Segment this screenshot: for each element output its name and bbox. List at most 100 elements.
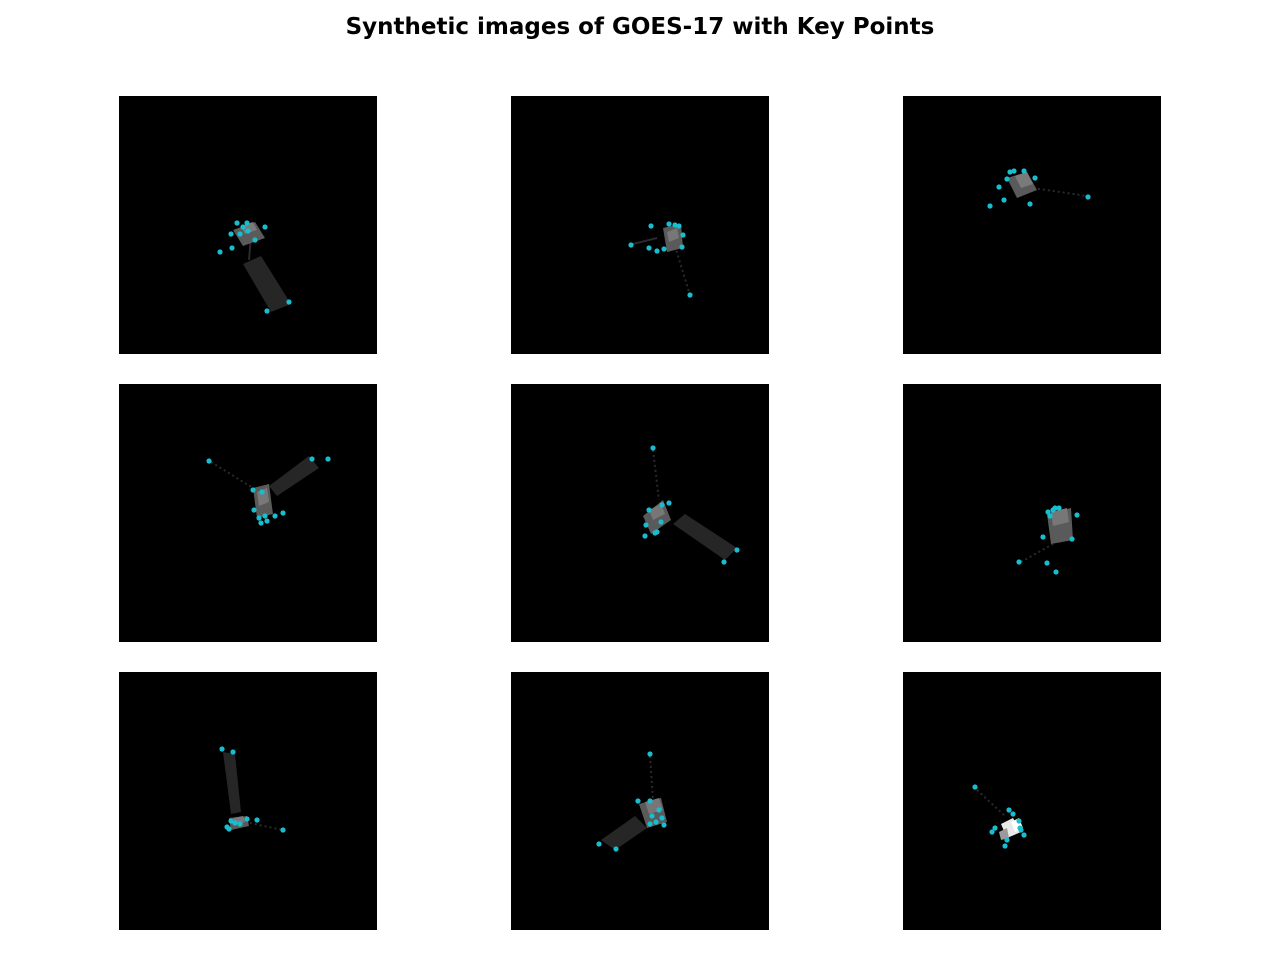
keypoint: [206, 458, 211, 463]
keypoint: [653, 819, 658, 824]
keypoint: [228, 231, 233, 236]
satellite-5: [643, 450, 737, 560]
keypoint: [1004, 176, 1009, 181]
keypoint: [240, 224, 245, 229]
keypoint: [987, 203, 992, 208]
keypoint: [262, 224, 267, 229]
keypoint: [1032, 175, 1037, 180]
keypoint: [972, 784, 977, 789]
keypoint: [252, 237, 257, 242]
keypoint: [325, 456, 330, 461]
keypoint: [661, 246, 666, 251]
synthetic-image-8: [511, 672, 769, 930]
synthetic-image-3: [903, 96, 1161, 354]
keypoint: [613, 846, 618, 851]
keypoint: [1016, 818, 1021, 823]
keypoint: [254, 817, 259, 822]
keypoint: [642, 533, 647, 538]
keypoint: [654, 248, 659, 253]
keypoint: [596, 841, 601, 846]
keypoint: [1016, 559, 1021, 564]
synthetic-image-7: [119, 672, 377, 930]
keypoint: [237, 821, 242, 826]
keypoint: [280, 827, 285, 832]
keypoint: [646, 507, 651, 512]
keypoint: [734, 547, 739, 552]
keypoint: [234, 220, 239, 225]
keypoint: [1056, 505, 1061, 510]
keypoint: [264, 308, 269, 313]
keypoint: [256, 515, 261, 520]
keypoint: [680, 232, 685, 237]
keypoint: [217, 249, 222, 254]
keypoint: [647, 751, 652, 756]
keypoint: [647, 821, 652, 826]
keypoint: [1002, 843, 1007, 848]
keypoint: [1085, 194, 1090, 199]
keypoint: [659, 815, 664, 820]
keypoints-2: [628, 221, 692, 297]
keypoint: [646, 245, 651, 250]
keypoint: [1074, 512, 1079, 517]
synthetic-image-1: [119, 96, 377, 354]
keypoint: [1027, 201, 1032, 206]
keypoint: [687, 292, 692, 297]
keypoint: [229, 245, 234, 250]
keypoint: [721, 559, 726, 564]
keypoint: [1004, 837, 1009, 842]
keypoint: [643, 522, 648, 527]
satellite-9: [977, 790, 1023, 840]
keypoint: [1040, 534, 1045, 539]
keypoint: [245, 228, 250, 233]
satellite-3: [1007, 172, 1087, 198]
satellite-8: [601, 756, 667, 850]
keypoint: [258, 520, 263, 525]
figure-title: Synthetic images of GOES-17 with Key Poi…: [0, 14, 1280, 40]
keypoint: [659, 502, 664, 507]
keypoint: [1044, 560, 1049, 565]
keypoint: [1047, 513, 1052, 518]
keypoint: [272, 513, 277, 518]
synthetic-image-6: [903, 384, 1161, 642]
keypoint: [652, 530, 657, 535]
keypoint: [1010, 811, 1015, 816]
keypoint: [635, 798, 640, 803]
keypoint: [666, 221, 671, 226]
keypoint: [649, 813, 654, 818]
synthetic-image-5: [511, 384, 769, 642]
keypoint: [244, 220, 249, 225]
keypoint: [1017, 825, 1022, 830]
satellite-7: [223, 752, 283, 830]
synthetic-image-4: [119, 384, 377, 642]
keypoint: [676, 223, 681, 228]
keypoint: [628, 242, 633, 247]
keypoint: [280, 510, 285, 515]
keypoint: [648, 223, 653, 228]
synthetic-image-2: [511, 96, 769, 354]
keypoint: [1021, 832, 1026, 837]
keypoint: [251, 507, 256, 512]
keypoint: [244, 816, 249, 821]
keypoint: [658, 519, 663, 524]
keypoint: [1069, 536, 1074, 541]
keypoint: [1011, 168, 1016, 173]
keypoint: [666, 500, 671, 505]
keypoint: [250, 487, 255, 492]
keypoint: [262, 513, 267, 518]
satellite-4: [211, 456, 319, 518]
keypoint: [1006, 807, 1011, 812]
keypoint: [656, 807, 661, 812]
keypoint: [219, 746, 224, 751]
keypoint: [1001, 197, 1006, 202]
keypoint: [661, 822, 666, 827]
keypoint: [286, 299, 291, 304]
keypoint: [1021, 168, 1026, 173]
keypoint: [264, 518, 269, 523]
keypoint: [226, 826, 231, 831]
keypoint: [679, 244, 684, 249]
keypoint: [232, 820, 237, 825]
keypoint: [650, 445, 655, 450]
keypoint: [989, 829, 994, 834]
keypoint: [996, 184, 1001, 189]
keypoint: [1053, 569, 1058, 574]
